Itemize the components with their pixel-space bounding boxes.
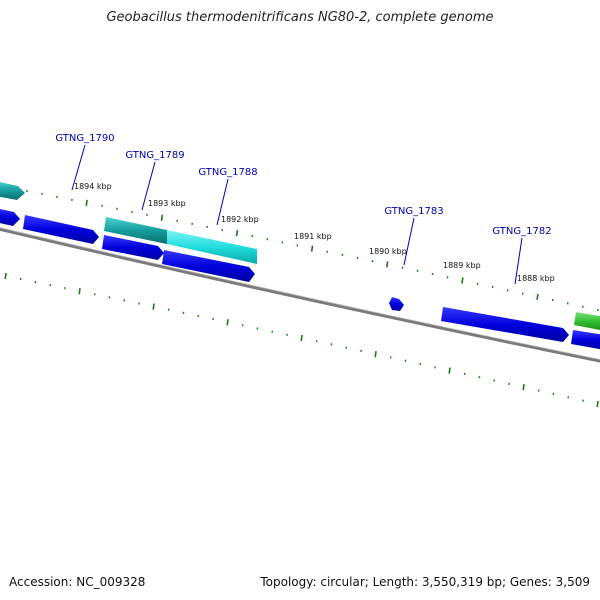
genome-title: Geobacillus thermodenitrificans NG80-2, …	[106, 10, 494, 25]
outer-tick-30	[461, 277, 464, 284]
kbp-label-1888: 1888 kbp	[517, 274, 555, 283]
outer-tick-25	[386, 261, 389, 268]
inner-tick-25	[374, 351, 377, 358]
inner-tick-20	[300, 334, 303, 342]
inner-tick-5	[78, 288, 81, 295]
leader-gtng-1789	[141, 161, 156, 211]
accession-text: Accession: NC_009328	[9, 575, 146, 589]
inner-tick-35	[522, 384, 525, 391]
gene-blue-arrow-3[interactable]	[102, 235, 164, 260]
gene-gtng-1783-arrow[interactable]	[389, 297, 404, 311]
gene-blue-arrow-1[interactable]	[0, 208, 20, 226]
kbp-label-1893: 1893 kbp	[148, 199, 186, 208]
inner-tick-10	[152, 303, 155, 310]
inner-tick-15	[226, 319, 229, 326]
outer-tick-10	[160, 214, 164, 221]
gene-green-arrow[interactable]	[574, 312, 600, 331]
gene-gtng-1790-arrow[interactable]	[0, 181, 25, 200]
kbp-label-1889: 1889 kbp	[443, 261, 481, 270]
outer-tick-20	[310, 245, 314, 252]
inner-tick-0	[4, 272, 7, 280]
kbp-label-1891: 1891 kbp	[294, 232, 332, 241]
leader-gtng-1790	[71, 144, 86, 191]
outer-tick-35	[536, 293, 539, 301]
outer-tick-5	[85, 199, 88, 207]
gene-blue-arrow-4[interactable]	[162, 250, 255, 282]
genome-summary-text: Topology: circular; Length: 3,550,319 bp…	[260, 575, 590, 589]
inner-tick-30	[448, 367, 451, 374]
kbp-label-1890: 1890 kbp	[369, 247, 407, 256]
gene-label-leaders	[71, 144, 523, 285]
gene-label-gtng-1788[interactable]: GTNG_1788	[198, 167, 257, 178]
outer-tick-row	[10, 184, 599, 312]
inner-tick-40	[596, 400, 599, 408]
gene-gtng-1789-arrow[interactable]	[104, 217, 167, 244]
gene-gtng-1788-arrow[interactable]	[167, 230, 257, 264]
gene-blue-arrow-2[interactable]	[23, 215, 99, 244]
gene-label-gtng-1790[interactable]: GTNG_1790	[55, 133, 114, 144]
leader-gtng-1788	[216, 178, 229, 226]
gene-label-gtng-1789[interactable]: GTNG_1789	[125, 150, 184, 161]
gene-label-gtng-1783[interactable]: GTNG_1783	[384, 206, 443, 217]
leader-gtng-1782	[514, 237, 523, 285]
gene-blue-arrow-right-edge[interactable]	[571, 330, 600, 350]
gene-label-gtng-1782[interactable]: GTNG_1782	[492, 226, 551, 237]
genome-backbone-highlight	[0, 227, 600, 360]
kbp-label-1892: 1892 kbp	[221, 215, 259, 224]
inner-tick-row	[4, 272, 599, 408]
outer-tick-15	[235, 229, 239, 237]
gene-gtng-1782-arrow[interactable]	[441, 307, 569, 342]
kbp-label-1894: 1894 kbp	[74, 182, 112, 191]
leader-gtng-1783	[403, 217, 415, 266]
genome-backbone	[0, 227, 600, 363]
